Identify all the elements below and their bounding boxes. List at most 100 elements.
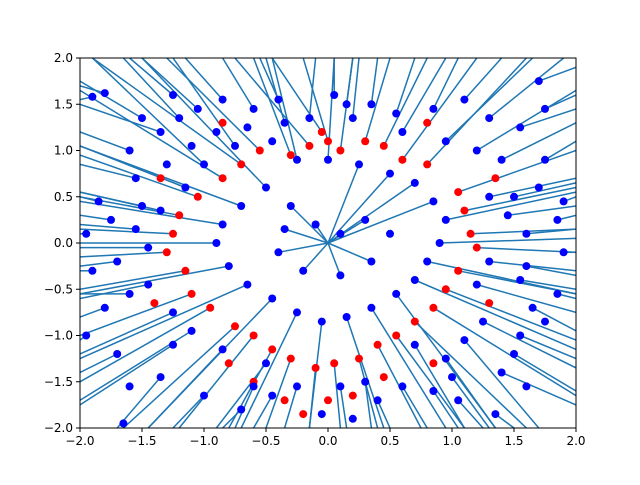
blue-point [175,114,184,123]
line-segment [80,85,106,94]
blue-point [491,410,500,419]
blue-point [485,192,494,201]
red-point [423,160,432,169]
blue-point [441,215,450,224]
blue-point [522,229,531,238]
blue-point [138,114,146,123]
blue-point [88,266,97,275]
line-segment [80,307,211,383]
red-point [237,160,246,169]
red-point [206,303,215,312]
blue-point [317,410,326,419]
blue-point [435,239,444,247]
line-segment [538,66,576,82]
red-point [491,174,500,183]
line-segment [432,390,459,428]
line-segment [501,122,576,161]
blue-point [144,243,153,252]
red-point [330,359,339,368]
blue-point [280,118,289,127]
line-segment [240,312,298,428]
line-segment [345,58,354,105]
line-segment [482,320,576,369]
line-segment [464,186,576,212]
blue-point [218,220,227,229]
blue-point [534,77,543,86]
blue-point [559,197,568,206]
red-point [441,285,450,294]
line-segment [327,164,360,244]
blue-point [441,137,450,146]
blue-point [107,215,115,224]
x-tick-label: −2.0 [65,434,94,448]
blue-point [299,266,308,275]
line-segment [80,191,161,212]
blue-point [410,340,419,349]
line-segment [489,177,576,198]
red-point [162,248,171,257]
blue-point [460,336,469,345]
line-segment [439,237,576,244]
line-segment [370,307,447,428]
blue-point [82,331,91,340]
blue-point [342,313,351,321]
blue-point [336,382,345,391]
blue-point [553,215,562,224]
blue-point [485,114,494,123]
line-segment [91,58,242,166]
line-segment [184,58,224,101]
line-segment [265,58,286,124]
line-segment [414,321,527,428]
line-segment [333,363,342,428]
line-segment [80,344,174,406]
blue-point [138,202,146,210]
red-point [485,299,494,308]
line-segment [463,58,503,101]
blue-point [342,100,351,109]
blue-point [317,317,326,326]
blue-point [100,303,109,312]
blue-point [398,128,407,136]
blue-point [336,271,345,280]
blue-point [274,95,283,104]
blue-point [528,303,537,312]
blue-point [200,160,208,169]
line-segment [308,58,317,119]
red-point [317,128,326,136]
y-tick-label: 2.0 [54,51,73,65]
y-tick-label: 0.5 [54,190,73,204]
line-segment [221,58,255,110]
blue-point [410,276,419,284]
red-point [429,359,438,368]
line-segment [327,242,372,263]
blue-point [218,95,227,104]
y-tick-label: −2.0 [44,421,73,435]
blue-point [559,248,568,257]
blue-point [348,414,357,423]
blue-point [237,405,246,414]
blue-point [553,289,562,298]
blue-point [392,109,401,118]
line-segment [80,251,167,258]
red-point [392,331,401,340]
line-segment [80,200,223,226]
blue-point [429,387,438,395]
blue-point [293,155,301,164]
red-point [355,354,363,363]
red-point [379,373,388,382]
red-point [249,331,258,340]
line-segment [234,58,310,147]
red-point [373,340,382,349]
line-segment [80,307,106,318]
line-segment [488,58,565,119]
blue-point [293,308,301,317]
line-segment [283,386,298,428]
line-segment [445,191,576,221]
red-point [348,391,357,400]
line-segment [271,58,323,133]
blue-point [144,280,153,289]
line-segment [445,288,576,341]
blue-point [361,215,370,224]
line-segment [445,58,534,142]
line-segment [271,58,298,160]
